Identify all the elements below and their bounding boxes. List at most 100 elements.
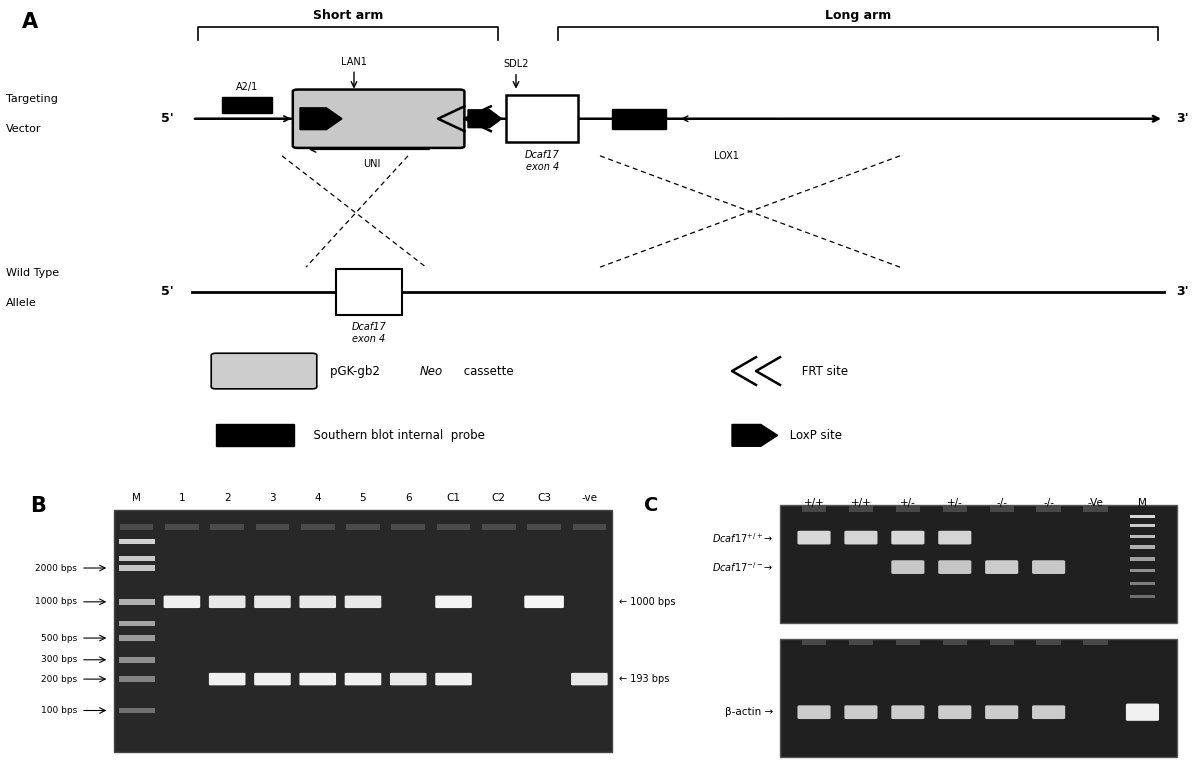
FancyBboxPatch shape <box>344 595 382 608</box>
FancyBboxPatch shape <box>845 531 877 544</box>
FancyBboxPatch shape <box>892 531 924 544</box>
Text: Short arm: Short arm <box>313 9 383 22</box>
Bar <box>802 506 826 512</box>
Text: ← 193 bps: ← 193 bps <box>619 674 670 684</box>
FancyBboxPatch shape <box>524 595 564 608</box>
FancyBboxPatch shape <box>938 705 971 719</box>
Text: -/-: -/- <box>996 498 1007 508</box>
FancyBboxPatch shape <box>254 673 290 686</box>
Text: +/-: +/- <box>947 498 962 508</box>
FancyBboxPatch shape <box>163 595 200 608</box>
Text: 5: 5 <box>360 493 366 503</box>
Bar <box>572 523 606 530</box>
Bar <box>119 657 155 662</box>
Bar <box>119 599 155 604</box>
Text: pGK-gb2: pGK-gb2 <box>330 365 384 377</box>
Bar <box>437 523 470 530</box>
Text: cassette: cassette <box>460 365 514 377</box>
FancyBboxPatch shape <box>436 673 472 686</box>
Polygon shape <box>468 110 502 128</box>
FancyBboxPatch shape <box>344 673 382 686</box>
Text: 3: 3 <box>269 493 276 503</box>
Bar <box>1130 595 1154 598</box>
Text: LOX1: LOX1 <box>714 151 738 161</box>
Text: +/+: +/+ <box>804 498 824 508</box>
Text: $Dcaf17^{+/+}$→: $Dcaf17^{+/+}$→ <box>712 531 773 544</box>
Text: Long arm: Long arm <box>824 9 892 22</box>
Text: A: A <box>22 12 37 32</box>
Bar <box>119 539 155 544</box>
FancyBboxPatch shape <box>390 673 426 686</box>
Text: 2000 bps: 2000 bps <box>35 564 77 573</box>
Text: C1: C1 <box>446 493 461 503</box>
Polygon shape <box>300 108 342 130</box>
FancyBboxPatch shape <box>938 531 971 544</box>
FancyBboxPatch shape <box>985 705 1019 719</box>
Bar <box>1130 557 1154 560</box>
Bar <box>1130 524 1154 527</box>
FancyBboxPatch shape <box>211 353 317 389</box>
Bar <box>119 565 155 570</box>
Bar <box>895 640 920 645</box>
Text: 1000 bps: 1000 bps <box>35 598 77 606</box>
Bar <box>1130 546 1154 549</box>
Bar <box>1084 640 1108 645</box>
Text: 100 bps: 100 bps <box>41 706 77 715</box>
Bar <box>119 635 155 641</box>
Bar <box>802 640 826 645</box>
Text: FRT site: FRT site <box>798 365 848 377</box>
Bar <box>336 269 402 315</box>
Text: M: M <box>132 493 142 503</box>
Text: 300 bps: 300 bps <box>41 656 77 664</box>
Text: -Ve: -Ve <box>1087 498 1104 508</box>
Bar <box>347 523 379 530</box>
Text: 500 bps: 500 bps <box>41 634 77 642</box>
FancyBboxPatch shape <box>798 531 830 544</box>
Bar <box>527 523 560 530</box>
Text: 4: 4 <box>314 493 322 503</box>
Text: Neo: Neo <box>420 365 443 377</box>
FancyBboxPatch shape <box>300 595 336 608</box>
Bar <box>166 523 199 530</box>
Bar <box>506 95 578 142</box>
Text: UNI: UNI <box>364 159 380 169</box>
Text: 3': 3' <box>1176 112 1189 125</box>
Text: C3: C3 <box>538 493 551 503</box>
Text: +/-: +/- <box>900 498 916 508</box>
Text: 6: 6 <box>404 493 412 503</box>
Text: SDL2: SDL2 <box>503 60 529 70</box>
Text: $Dcaf17^{-/-}$→: $Dcaf17^{-/-}$→ <box>712 560 773 574</box>
Bar <box>119 676 155 682</box>
Bar <box>1130 535 1154 538</box>
Bar <box>391 523 425 530</box>
Text: 5': 5' <box>161 112 174 125</box>
Text: -ve: -ve <box>581 493 598 503</box>
Text: Dcaf17
exon 4: Dcaf17 exon 4 <box>352 322 386 344</box>
Bar <box>119 708 155 713</box>
Text: Southern blot internal  probe: Southern blot internal probe <box>306 429 485 442</box>
Text: LAN1: LAN1 <box>341 56 367 66</box>
FancyBboxPatch shape <box>209 673 246 686</box>
Bar <box>216 424 294 446</box>
Bar <box>943 640 967 645</box>
Text: Dcaf17
exon 4: Dcaf17 exon 4 <box>526 150 559 172</box>
FancyBboxPatch shape <box>209 595 246 608</box>
FancyBboxPatch shape <box>1032 705 1066 719</box>
Bar <box>780 505 1177 622</box>
Bar <box>210 523 244 530</box>
Text: 5': 5' <box>161 285 174 298</box>
Bar <box>990 640 1014 645</box>
Text: LoxP site: LoxP site <box>786 429 842 442</box>
Text: Vector: Vector <box>6 124 42 134</box>
Bar <box>943 506 967 512</box>
FancyBboxPatch shape <box>798 705 830 719</box>
Text: 200 bps: 200 bps <box>41 675 77 683</box>
Bar <box>848 506 874 512</box>
Bar <box>1130 569 1154 572</box>
Bar <box>895 506 920 512</box>
Text: C2: C2 <box>492 493 506 503</box>
Bar <box>1130 515 1154 518</box>
Text: A2/1: A2/1 <box>236 81 258 91</box>
Bar <box>1130 582 1154 585</box>
Text: M: M <box>1138 498 1147 508</box>
